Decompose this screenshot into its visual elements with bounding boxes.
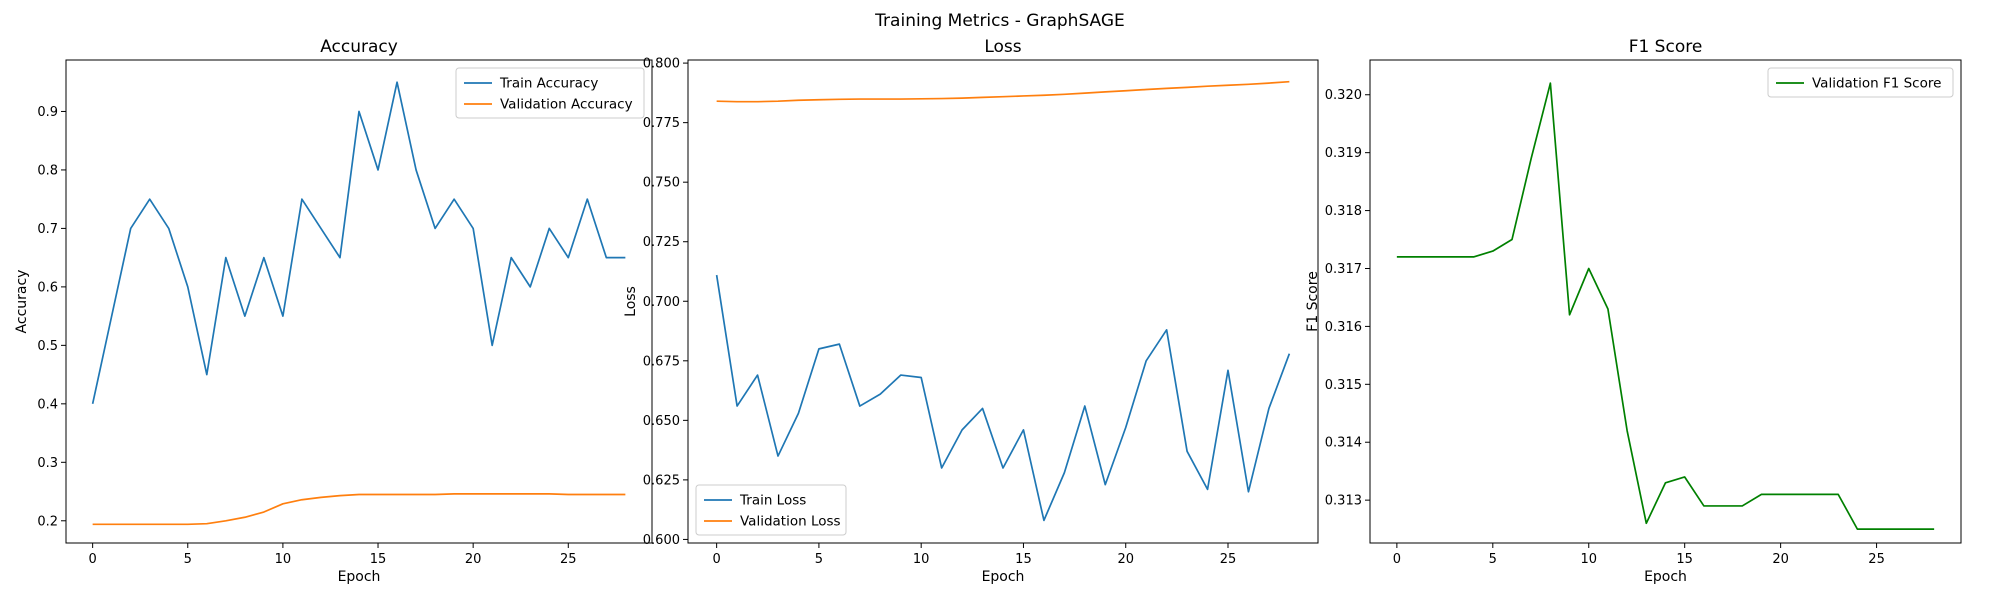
- series-line-1: [715, 274, 1291, 522]
- y-tick-label: 0.700: [643, 295, 680, 310]
- x-tick-label: 0: [1393, 552, 1401, 567]
- y-tick-label: 0.800: [643, 57, 680, 72]
- y-tick-label: 0.675: [643, 354, 680, 369]
- subplot-title: F1 Score: [1629, 37, 1703, 57]
- y-tick-label: 0.313: [1325, 494, 1362, 509]
- subplot-title: Loss: [984, 37, 1021, 57]
- y-tick-label: 0.750: [643, 176, 680, 191]
- x-tick-label: 25: [1220, 552, 1237, 567]
- x-tick-label: 10: [1580, 552, 1597, 567]
- x-tick-label: 20: [465, 552, 482, 567]
- y-axis-label: F1 Score: [1305, 271, 1321, 332]
- x-tick-label: 10: [275, 552, 292, 567]
- y-tick-label: 0.625: [643, 473, 680, 488]
- subplot-title: Accuracy: [320, 37, 398, 57]
- y-tick-label: 0.318: [1325, 204, 1362, 219]
- x-tick-label: 5: [815, 552, 823, 567]
- x-axis-label: Epoch: [1644, 569, 1687, 585]
- y-tick-label: 0.3: [37, 456, 58, 471]
- legend-entry-label: Train Loss: [739, 493, 806, 509]
- y-tick-label: 0.314: [1325, 436, 1362, 451]
- subplot-3: 0 5 10 15 20 25 0.313 0.314 0.315 0.316 0.317 0.318…: [1305, 37, 1962, 585]
- x-tick-label: 5: [184, 552, 192, 567]
- subplot-2: 0 5 10 15 20 25 0.600 0.625 0.650 0.675 0.700 0.725…: [623, 37, 1319, 585]
- figure-title: Training Metrics - GraphSAGE: [874, 11, 1125, 31]
- legend: Train Loss Validation Loss: [695, 484, 847, 536]
- y-tick-label: 0.2: [37, 514, 58, 529]
- y-tick-label: 0.316: [1325, 320, 1362, 335]
- legend-entry-label: Validation F1 Score: [1812, 76, 1941, 92]
- legend-entry-label: Train Accuracy: [499, 76, 598, 92]
- y-tick-label: 0.8: [37, 163, 58, 178]
- y-tick-label: 0.9: [37, 105, 58, 120]
- x-tick-label: 15: [1676, 552, 1693, 567]
- series-line-1: [1396, 82, 1935, 530]
- x-tick-label: 10: [913, 552, 930, 567]
- x-tick-label: 15: [1015, 552, 1032, 567]
- x-tick-label: 0: [712, 552, 720, 567]
- y-tick-label: 0.5: [37, 339, 58, 354]
- x-tick-label: 20: [1772, 552, 1789, 567]
- series-line-2: [92, 493, 626, 526]
- y-tick-label: 0.775: [643, 116, 680, 131]
- y-axis-label: Accuracy: [14, 270, 30, 334]
- y-tick-label: 0.7: [37, 222, 58, 237]
- y-tick-label: 0.600: [643, 533, 680, 548]
- x-axis-label: Epoch: [982, 569, 1025, 585]
- y-tick-label: 0.315: [1325, 378, 1362, 393]
- x-tick-label: 25: [560, 552, 577, 567]
- y-tick-label: 0.6: [37, 280, 58, 295]
- x-tick-label: 25: [1868, 552, 1885, 567]
- legend-box: [695, 484, 847, 536]
- y-tick-label: 0.4: [37, 397, 58, 412]
- legend-box: [455, 67, 645, 119]
- x-tick-label: 0: [88, 552, 96, 567]
- plot-frame: [1369, 59, 1962, 544]
- legend: Validation F1 Score: [1767, 67, 1954, 98]
- legend-entry-label: Validation Loss: [740, 514, 841, 530]
- legend-entry-label: Validation Accuracy: [500, 97, 633, 113]
- y-tick-label: 0.317: [1325, 262, 1362, 277]
- y-tick-label: 0.725: [643, 235, 680, 250]
- x-axis-label: Epoch: [338, 569, 381, 585]
- subplot-1: 0 5 10 15 20 25 0.2 0.3 0.4 0.5 0.6 0.7 0.8 0.9 Accura…: [14, 37, 653, 585]
- plot-frame: [687, 59, 1319, 544]
- y-tick-label: 0.650: [643, 414, 680, 429]
- legend-box: [1767, 67, 1954, 98]
- y-tick-label: 0.320: [1325, 88, 1362, 103]
- series-line-1: [91, 81, 626, 405]
- y-tick-label: 0.319: [1325, 146, 1362, 161]
- x-tick-label: 20: [1117, 552, 1134, 567]
- x-tick-label: 5: [1489, 552, 1497, 567]
- plot-frame: [65, 59, 653, 544]
- y-axis-label: Loss: [623, 286, 639, 317]
- x-tick-label: 15: [370, 552, 387, 567]
- legend: Train Accuracy Validation Accuracy: [455, 67, 645, 119]
- series-line-2: [716, 80, 1290, 103]
